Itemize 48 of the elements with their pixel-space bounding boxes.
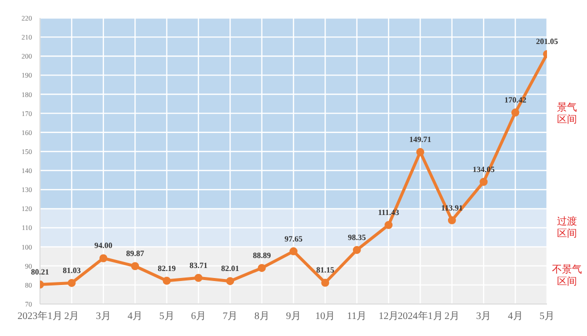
point [226, 277, 234, 286]
x-tick-label: 9月 [286, 311, 301, 322]
x-tick-label: 12月 [378, 311, 399, 322]
point [321, 278, 330, 287]
data-label: 201.05 [536, 37, 558, 46]
x-tick-label: 5月 [540, 311, 554, 322]
point [352, 246, 361, 254]
data-label: 94.00 [94, 241, 112, 250]
data-label: 89.87 [126, 249, 144, 258]
point [68, 278, 76, 287]
point [194, 274, 202, 282]
point [511, 108, 520, 117]
point [258, 264, 266, 272]
data-label: 81.15 [316, 266, 334, 275]
point [162, 276, 171, 285]
band-label: 不景气区间 [552, 263, 582, 288]
x-tick-label: 6月 [190, 311, 206, 322]
x-tick-label: 2月 [64, 311, 80, 322]
data-label: 97.65 [284, 234, 302, 244]
x-tick-label: 7月 [222, 311, 238, 322]
x-tick-label: 3月 [476, 311, 492, 322]
x-tick-label: 2023年1月 [18, 310, 62, 322]
data-label: 83.71 [189, 260, 208, 270]
data-label: 149.71 [409, 135, 432, 144]
x-tick-label: 2024年1月 [398, 310, 443, 322]
x-tick-label: 10月 [315, 311, 336, 322]
point [290, 247, 298, 256]
point [416, 148, 424, 156]
point [480, 178, 488, 186]
x-tick-label: 2月 [444, 311, 460, 322]
data-label: 82.01 [221, 264, 240, 274]
point [99, 254, 108, 262]
x-tick-label: 8月 [254, 311, 270, 322]
data-label: 80.21 [31, 268, 49, 277]
band-label: 过渡区间 [557, 215, 577, 240]
x-tick-label: 4月 [508, 311, 523, 322]
data-label: 82.19 [158, 264, 176, 273]
x-tick-label: 5月 [159, 311, 174, 322]
point [131, 262, 140, 270]
x-tick-label: 3月 [96, 311, 111, 322]
data-label: 88.89 [252, 250, 271, 260]
x-tick-label: 4月 [128, 311, 143, 322]
data-label: 98.35 [348, 232, 366, 242]
data-label: 81.03 [62, 266, 81, 275]
x-tick-label: 11月 [347, 311, 367, 322]
point [384, 221, 393, 230]
point [448, 216, 456, 224]
band-label: 景气区间 [557, 101, 577, 126]
